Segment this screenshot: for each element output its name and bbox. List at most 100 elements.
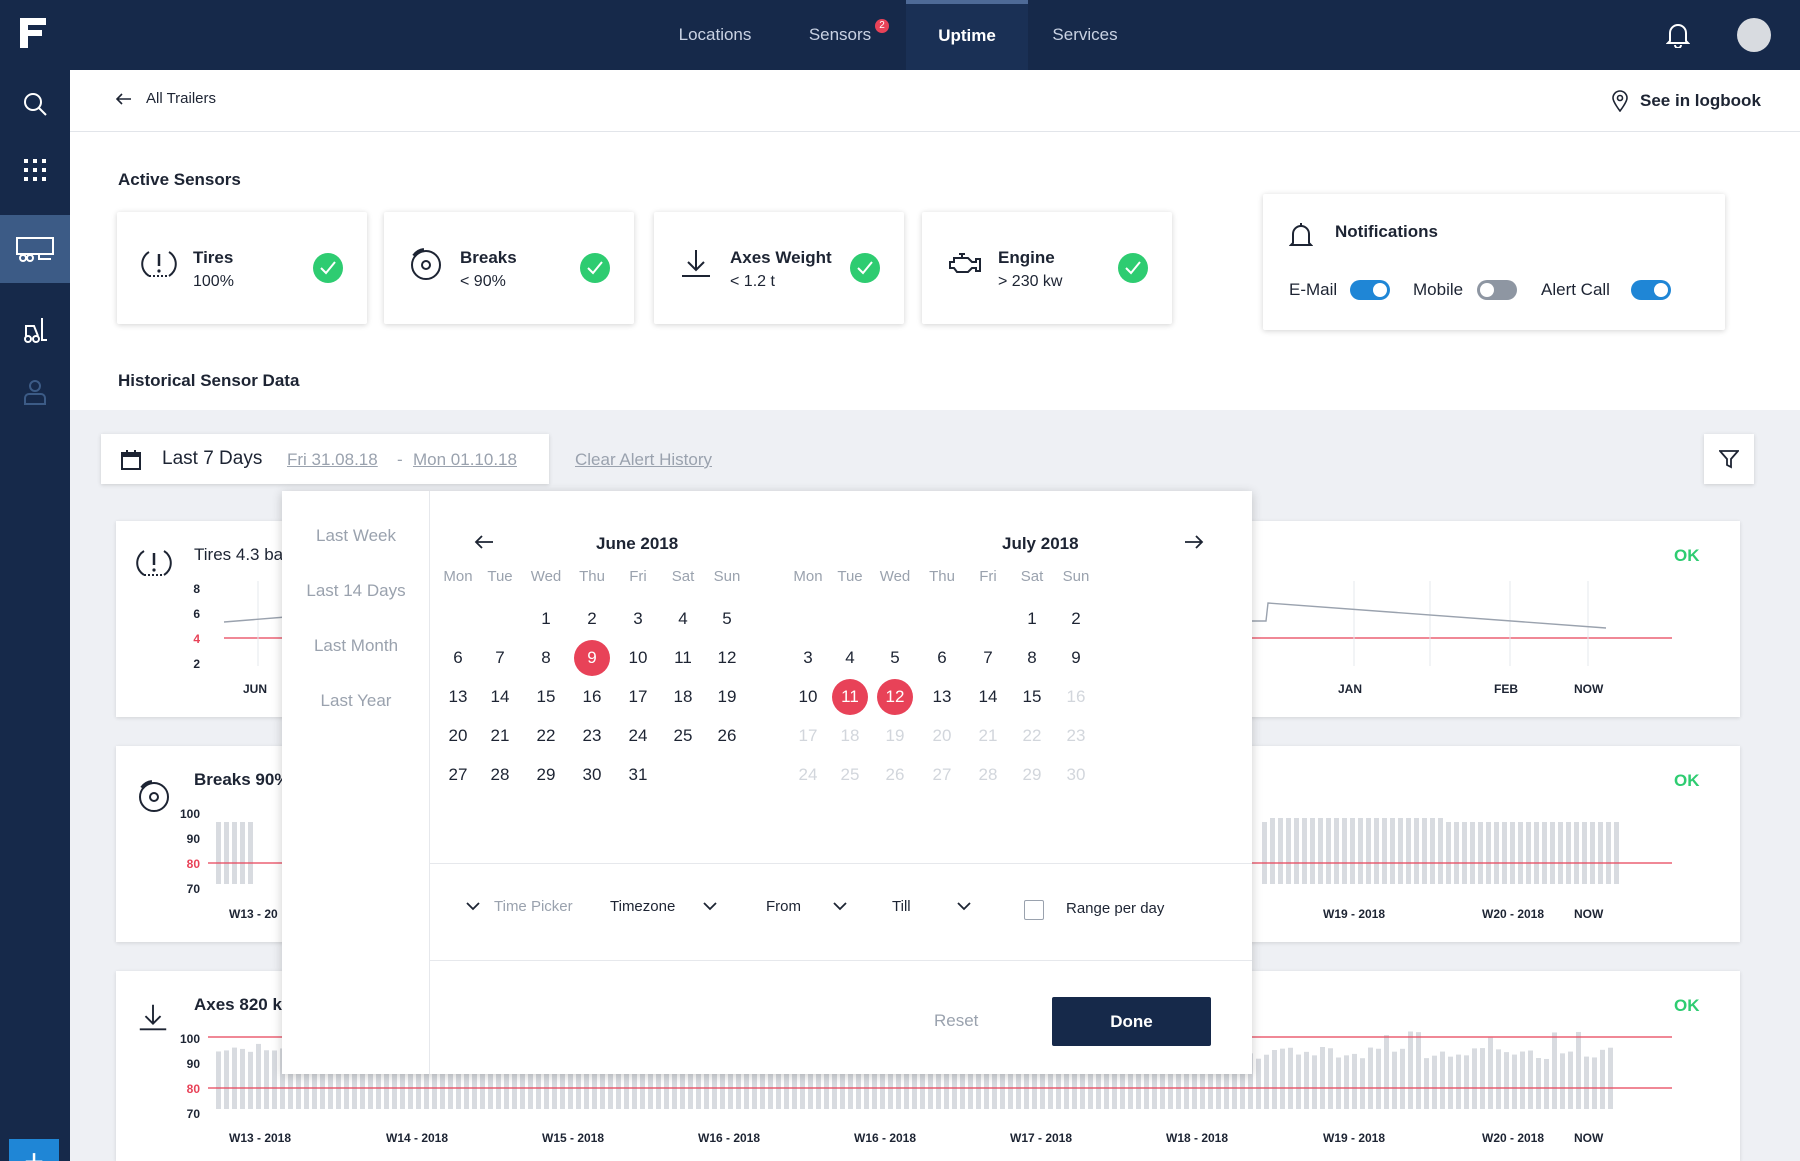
- preset-last-year[interactable]: Last Year: [320, 691, 392, 710]
- email-toggle[interactable]: [1350, 280, 1390, 300]
- end-date-link[interactable]: Mon 01.10.18: [413, 450, 517, 469]
- calendar-day[interactable]: 21: [490, 726, 510, 745]
- nav-tab-uptime[interactable]: Uptime: [906, 0, 1028, 70]
- calendar-day[interactable]: 11: [674, 648, 692, 667]
- nav-tab-sensors[interactable]: Sensors: [808, 25, 872, 44]
- time-picker-toggle[interactable]: Time Picker: [466, 898, 573, 915]
- calendar-day[interactable]: 13: [448, 687, 468, 706]
- avatar[interactable]: [1737, 18, 1771, 52]
- calendar-day[interactable]: 16: [582, 687, 602, 706]
- calendar-day[interactable]: 25: [840, 765, 860, 784]
- apps-grid-icon[interactable]: [0, 136, 70, 204]
- sensor-card-breaks[interactable]: Breaks < 90%: [384, 212, 634, 324]
- calendar-day[interactable]: 26: [885, 765, 905, 784]
- date-range-selector[interactable]: Last 7 Days Fri 31.08.18 - Mon 01.10.18: [101, 434, 549, 484]
- sensor-card-axes-weight[interactable]: Axes Weight < 1.2 t: [654, 212, 904, 324]
- calendar-day[interactable]: 12: [717, 648, 737, 667]
- calendar-day[interactable]: 17: [798, 726, 818, 745]
- trailer-icon[interactable]: [0, 215, 70, 283]
- calendar-day[interactable]: 19: [717, 687, 737, 706]
- preset-last-month[interactable]: Last Month: [313, 636, 399, 655]
- calendar-day[interactable]: 16: [1066, 687, 1086, 706]
- add-button[interactable]: +: [9, 1139, 59, 1161]
- nav-tab-locations[interactable]: Locations: [678, 25, 752, 44]
- calendar-day[interactable]: 29: [536, 765, 556, 784]
- nav-tab-services[interactable]: Services: [1052, 25, 1118, 44]
- search-icon[interactable]: [0, 70, 70, 138]
- next-month-arrow-icon[interactable]: [1184, 535, 1204, 554]
- from-select[interactable]: From: [766, 898, 847, 915]
- back-button[interactable]: All Trailers: [116, 90, 216, 107]
- calendar-day[interactable]: 8: [1027, 648, 1037, 667]
- range-per-day-checkbox[interactable]: [1024, 900, 1044, 920]
- calendar-day[interactable]: 29: [1022, 765, 1042, 784]
- calendar-day[interactable]: 9: [572, 640, 612, 676]
- calendar-day[interactable]: 7: [495, 648, 505, 667]
- calendar-day[interactable]: 22: [1022, 726, 1042, 745]
- calendar-day[interactable]: 6: [937, 648, 947, 667]
- calendar-day[interactable]: 24: [798, 765, 818, 784]
- calendar-day[interactable]: 1: [1027, 609, 1037, 628]
- calendar-day[interactable]: 23: [1066, 726, 1086, 745]
- calendar-day[interactable]: 19: [885, 726, 905, 745]
- calendar-day[interactable]: 28: [978, 765, 998, 784]
- reset-button[interactable]: Reset: [934, 1011, 979, 1030]
- calendar-day[interactable]: 24: [628, 726, 648, 745]
- sensor-card-tires[interactable]: Tires 100%: [117, 212, 367, 324]
- calendar-day[interactable]: 6: [453, 648, 463, 667]
- calendar-day[interactable]: 23: [582, 726, 602, 745]
- calendar-day[interactable]: 11: [830, 679, 870, 715]
- clear-alert-history-link[interactable]: Clear Alert History: [575, 450, 712, 469]
- calendar-day[interactable]: 14: [978, 687, 998, 706]
- calendar-day[interactable]: 28: [490, 765, 510, 784]
- calendar-day[interactable]: 12: [875, 679, 915, 715]
- prev-month-arrow-icon[interactable]: [474, 535, 494, 554]
- till-select[interactable]: Till: [892, 898, 971, 915]
- calendar-day[interactable]: 4: [678, 609, 688, 628]
- start-date-link[interactable]: Fri 31.08.18: [287, 450, 378, 469]
- calendar-day[interactable]: 21: [978, 726, 998, 745]
- user-icon[interactable]: [0, 358, 70, 426]
- calendar-day[interactable]: 2: [587, 609, 597, 628]
- preset-last-week[interactable]: Last Week: [315, 526, 396, 545]
- calendar-day[interactable]: 14: [490, 687, 510, 706]
- filter-button[interactable]: [1704, 434, 1754, 484]
- calendar-day[interactable]: 30: [582, 765, 602, 784]
- calendar-day[interactable]: 18: [673, 687, 693, 706]
- calendar-day[interactable]: 26: [717, 726, 737, 745]
- calendar-day[interactable]: 3: [633, 609, 643, 628]
- calendar-day[interactable]: 15: [1022, 687, 1042, 706]
- calendar-day[interactable]: 27: [932, 765, 952, 784]
- alert-call-toggle[interactable]: [1631, 280, 1671, 300]
- calendar-day[interactable]: 31: [628, 765, 648, 784]
- calendar-day[interactable]: 10: [628, 648, 648, 667]
- calendar-day[interactable]: 1: [541, 609, 551, 628]
- calendar-day[interactable]: 15: [536, 687, 556, 706]
- mobile-toggle[interactable]: [1477, 280, 1517, 300]
- bell-icon[interactable]: [1665, 22, 1691, 53]
- calendar-day[interactable]: 25: [673, 726, 693, 745]
- calendar-day[interactable]: 8: [541, 648, 551, 667]
- forklift-icon[interactable]: [0, 296, 70, 364]
- calendar-day[interactable]: 5: [890, 648, 900, 667]
- calendar-day[interactable]: 18: [840, 726, 860, 745]
- calendar-day[interactable]: 27: [448, 765, 468, 784]
- timezone-select[interactable]: Timezone: [610, 898, 717, 915]
- calendar-day[interactable]: 22: [536, 726, 556, 745]
- calendar-day[interactable]: 13: [932, 687, 952, 706]
- calendar-day[interactable]: 3: [803, 648, 813, 667]
- app-logo[interactable]: [20, 18, 46, 48]
- calendar-day[interactable]: 20: [448, 726, 468, 745]
- sensor-card-engine[interactable]: Engine > 230 kw: [922, 212, 1172, 324]
- calendar-day[interactable]: 30: [1066, 765, 1086, 784]
- calendar-day[interactable]: 10: [798, 687, 818, 706]
- done-button[interactable]: Done: [1052, 997, 1211, 1046]
- calendar-day[interactable]: 20: [932, 726, 952, 745]
- calendar-day[interactable]: 4: [845, 648, 855, 667]
- calendar-day[interactable]: 7: [983, 648, 993, 667]
- calendar-day[interactable]: 17: [628, 687, 648, 706]
- calendar-day[interactable]: 5: [722, 609, 732, 628]
- calendar-day[interactable]: 2: [1071, 609, 1081, 628]
- calendar-day[interactable]: 9: [1071, 648, 1081, 667]
- preset-last-14-days[interactable]: Last 14 Days: [306, 581, 406, 600]
